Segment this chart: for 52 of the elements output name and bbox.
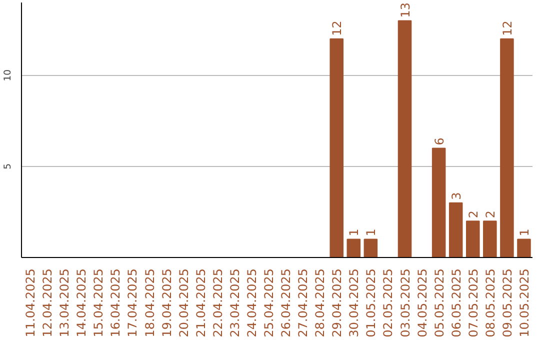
x-tick-label: 22.04.2025: [210, 268, 225, 338]
data-label: 13: [398, 2, 412, 18]
x-tick-label: 15.04.2025: [92, 268, 106, 338]
data-label: 12: [330, 20, 344, 36]
bar: [346, 238, 361, 258]
x-tick-label: 23.04.2025: [228, 268, 242, 338]
x-tick-label: 21.04.2025: [194, 268, 208, 338]
x-tick-label: 02.05.2025: [381, 268, 396, 338]
bar: [432, 148, 446, 258]
bar: [330, 38, 344, 258]
data-label: 2: [466, 210, 480, 218]
y-tick-label: 5: [2, 163, 14, 170]
x-tick-label: 07.05.2025: [466, 268, 480, 338]
x-tick-label: 05.05.2025: [432, 268, 446, 338]
bar: [466, 220, 480, 258]
data-label: 1: [347, 228, 362, 236]
x-tick-label: 13.04.2025: [58, 268, 72, 338]
x-tick-label: 03.05.2025: [398, 268, 412, 338]
data-label: 3: [449, 192, 464, 200]
x-tick-label: 08.05.2025: [483, 268, 498, 338]
data-label: 6: [432, 138, 446, 146]
bar: [483, 220, 497, 258]
x-tick-label: 24.04.2025: [244, 268, 259, 338]
x-tick-label: 12.04.2025: [40, 268, 55, 338]
x-tick-label: 26.04.2025: [279, 268, 294, 338]
x-tick-label: 19.04.2025: [160, 268, 174, 338]
x-tick-label: 17.04.2025: [126, 268, 140, 338]
data-label: 12: [500, 20, 514, 36]
x-tick-label: 11.04.2025: [24, 268, 38, 338]
x-tick-label: 10.05.2025: [517, 268, 532, 338]
x-tick-label: 01.05.2025: [364, 268, 378, 338]
x-tick-label: 09.05.2025: [500, 268, 514, 338]
bar: [398, 20, 412, 258]
x-tick-label: 30.04.2025: [347, 268, 362, 338]
data-label: 2: [483, 210, 498, 218]
x-tick-label: 25.04.2025: [262, 268, 276, 338]
data-label: 1: [364, 228, 378, 236]
bar: [448, 202, 463, 258]
data-label: 1: [517, 228, 532, 236]
x-tick-label: 14.04.2025: [74, 268, 89, 338]
x-tick-label: 29.04.2025: [330, 268, 344, 338]
x-tick-label: 06.05.2025: [449, 268, 464, 338]
x-tick-label: 27.04.2025: [296, 268, 310, 338]
x-tick-label: 28.04.2025: [313, 268, 328, 338]
y-tick-label: 10: [2, 69, 14, 82]
x-tick-label: 04.05.2025: [415, 268, 430, 338]
x-tick-label: 20.04.2025: [176, 268, 191, 338]
bar: [364, 238, 378, 258]
bar: [517, 238, 531, 258]
x-tick-label: 16.04.2025: [108, 268, 123, 338]
x-tick-label: 18.04.2025: [142, 268, 157, 338]
bar: [500, 38, 514, 258]
